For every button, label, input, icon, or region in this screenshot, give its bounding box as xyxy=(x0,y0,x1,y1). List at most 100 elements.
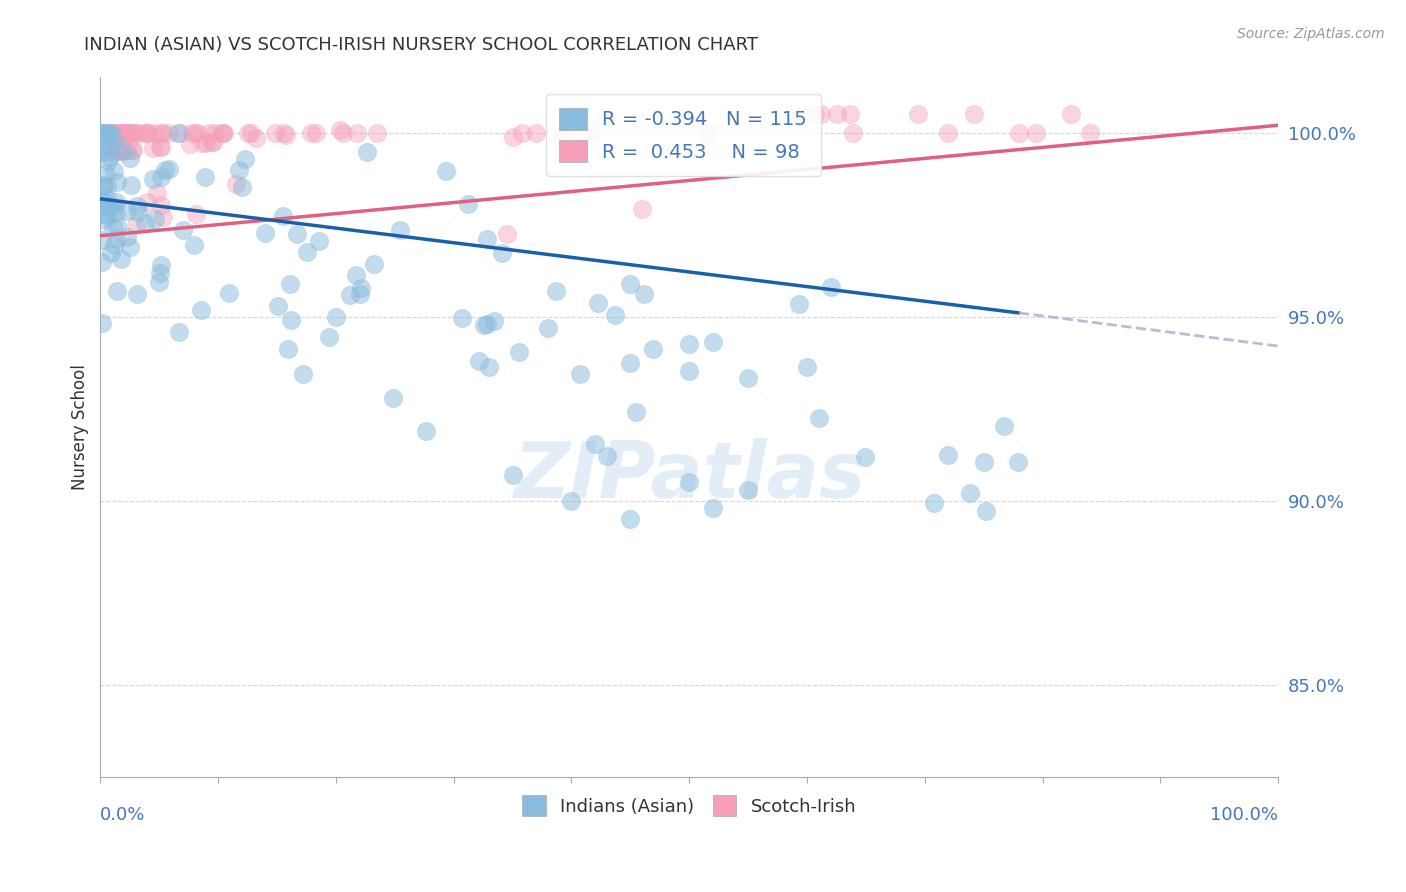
Point xyxy=(150,126,173,140)
Point xyxy=(93,178,115,192)
Point xyxy=(586,296,609,310)
Point xyxy=(202,135,225,149)
Point xyxy=(105,126,128,140)
Point xyxy=(135,126,157,140)
Point xyxy=(115,126,138,140)
Point xyxy=(179,137,201,152)
Point xyxy=(107,126,129,140)
Point xyxy=(118,240,141,254)
Point xyxy=(191,136,214,150)
Point xyxy=(502,467,524,482)
Point xyxy=(118,151,141,165)
Point xyxy=(631,202,654,216)
Point xyxy=(194,136,217,150)
Point xyxy=(108,126,131,140)
Point xyxy=(569,367,592,381)
Point xyxy=(98,128,121,142)
Point xyxy=(271,209,294,223)
Point xyxy=(91,179,114,194)
Point xyxy=(121,143,143,157)
Point xyxy=(153,162,176,177)
Point xyxy=(325,310,347,325)
Point xyxy=(938,449,960,463)
Point xyxy=(796,359,818,374)
Point xyxy=(115,126,138,140)
Point xyxy=(363,257,385,271)
Point xyxy=(90,255,112,269)
Point xyxy=(105,175,128,189)
Point xyxy=(97,199,120,213)
Point xyxy=(318,330,340,344)
Point xyxy=(546,285,568,299)
Point xyxy=(619,512,641,526)
Point xyxy=(125,199,148,213)
Point xyxy=(98,126,121,140)
Text: ZIPatlas: ZIPatlas xyxy=(513,438,865,514)
Point xyxy=(233,152,256,166)
Point xyxy=(678,364,700,378)
Point xyxy=(103,201,125,215)
Point xyxy=(959,486,981,500)
Point xyxy=(810,107,832,121)
Point xyxy=(291,367,314,381)
Point xyxy=(98,145,121,159)
Point xyxy=(194,170,217,185)
Point xyxy=(619,356,641,370)
Point xyxy=(633,286,655,301)
Point xyxy=(938,126,960,140)
Point xyxy=(596,450,619,464)
Point xyxy=(112,126,135,140)
Point xyxy=(172,223,194,237)
Point xyxy=(157,126,180,140)
Point xyxy=(186,207,208,221)
Point xyxy=(560,493,582,508)
Point xyxy=(678,337,700,351)
Point xyxy=(150,198,173,212)
Point xyxy=(344,268,367,283)
Point xyxy=(495,227,517,241)
Point xyxy=(101,126,124,140)
Point xyxy=(238,126,260,140)
Point xyxy=(253,226,276,240)
Point xyxy=(125,218,148,232)
Point xyxy=(105,194,128,209)
Text: 100.0%: 100.0% xyxy=(1211,806,1278,824)
Point xyxy=(299,126,322,140)
Point xyxy=(366,126,388,140)
Point xyxy=(142,141,165,155)
Point xyxy=(332,126,354,140)
Point xyxy=(963,107,986,121)
Point xyxy=(231,179,253,194)
Point xyxy=(624,404,647,418)
Point xyxy=(115,203,138,218)
Point xyxy=(166,126,188,140)
Point xyxy=(907,107,929,121)
Point xyxy=(104,134,127,148)
Point xyxy=(94,126,117,140)
Point xyxy=(484,314,506,328)
Point xyxy=(204,126,226,140)
Point xyxy=(789,297,811,311)
Point xyxy=(105,284,128,298)
Point xyxy=(381,392,404,406)
Legend: Indians (Asian), Scotch-Irish: Indians (Asian), Scotch-Irish xyxy=(515,789,863,823)
Point xyxy=(225,177,247,191)
Point xyxy=(277,342,299,356)
Point xyxy=(388,223,411,237)
Point xyxy=(125,287,148,301)
Point xyxy=(97,139,120,153)
Point xyxy=(120,126,142,140)
Point xyxy=(98,150,121,164)
Point xyxy=(702,334,724,349)
Point xyxy=(90,126,112,140)
Point xyxy=(350,281,373,295)
Point xyxy=(218,285,240,300)
Point xyxy=(127,126,149,140)
Point xyxy=(434,164,457,178)
Point xyxy=(90,193,112,207)
Point xyxy=(1078,126,1101,140)
Point xyxy=(1008,126,1031,140)
Point xyxy=(150,126,173,140)
Point xyxy=(93,126,115,140)
Point xyxy=(524,126,547,140)
